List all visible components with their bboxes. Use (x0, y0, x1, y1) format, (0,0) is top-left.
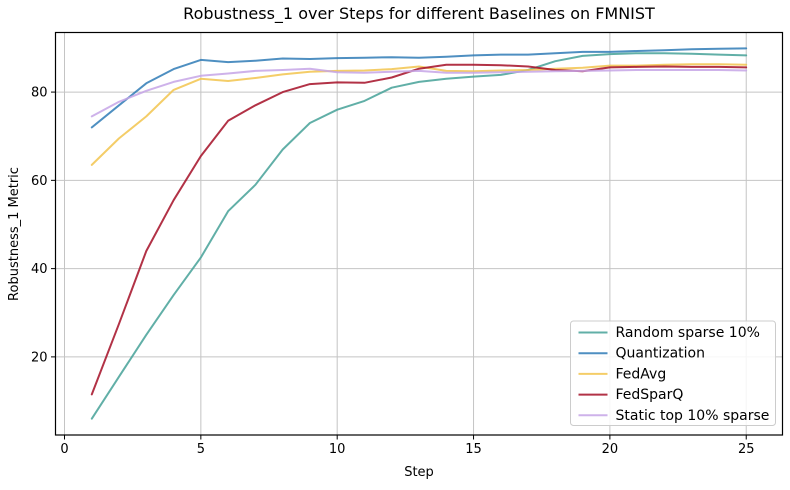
series-lines (90, 47, 748, 420)
x-tick-label: 15 (465, 442, 482, 457)
y-tick-label: 20 (31, 350, 48, 365)
chart-title: Robustness_1 over Steps for different Ba… (183, 4, 655, 24)
legend: Random sparse 10% Quantization FedAvg FedSp… (570, 320, 776, 426)
x-tick-label: 5 (197, 442, 205, 457)
x-tick-label: 0 (60, 442, 68, 457)
x-tick-label: 25 (738, 442, 755, 457)
series-line-quantization (90, 47, 748, 129)
y-axis-label: Robustness_1 Metric (7, 167, 22, 301)
y-tick-label: 40 (31, 262, 48, 277)
legend-label: FedSparQ (616, 387, 684, 403)
x-tick-label: 10 (329, 442, 346, 457)
series-line-static-top-10-sparse (90, 67, 748, 118)
series-line-fedavg (90, 63, 748, 166)
legend-box (570, 320, 776, 426)
y-tick-label: 80 (31, 86, 48, 101)
y-tick-label: 60 (31, 174, 48, 189)
axis-ticks: 0 5 10 15 20 25 20 40 60 80 (31, 86, 755, 457)
x-tick-label: 20 (602, 442, 619, 457)
legend-label: FedAvg (616, 366, 667, 382)
x-axis-label: Step (404, 465, 434, 480)
legend-label: Quantization (616, 346, 705, 362)
series-line-random-sparse-10- (90, 52, 748, 420)
legend-label: Random sparse 10% (616, 325, 760, 341)
legend-label: Static top 10% sparse (616, 408, 770, 424)
series-line-fedsparq (90, 63, 748, 396)
plot-frame (54, 31, 784, 436)
gridlines (55, 32, 783, 435)
